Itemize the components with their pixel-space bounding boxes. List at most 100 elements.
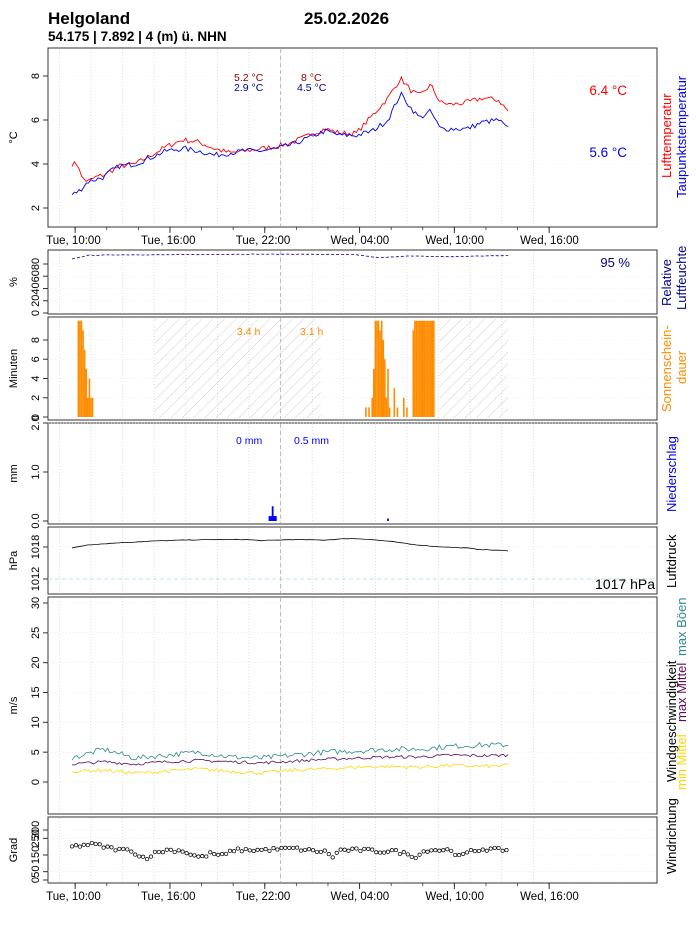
x-tick-label: Wed, 16:00 xyxy=(520,891,579,903)
sunshine-bar xyxy=(379,330,381,417)
wind-direction-point xyxy=(370,847,375,852)
night-hatch xyxy=(439,319,509,418)
sunshine-bar xyxy=(77,320,80,417)
humidity-y-axis-label: % xyxy=(8,277,20,287)
sunshine-bar xyxy=(365,407,367,417)
y-tick-label: 0.0 xyxy=(30,513,42,528)
sunshine-day2-annotation: 3.1 h xyxy=(300,326,324,338)
wind-direction-point xyxy=(488,846,493,851)
wind-direction-point xyxy=(69,844,75,849)
wind-direction-point xyxy=(220,852,225,857)
wind-direction-point xyxy=(121,846,126,851)
wind-direction-point xyxy=(267,848,272,853)
wind-direction-point xyxy=(85,843,90,848)
precipitation-bar xyxy=(274,516,277,521)
right-labels: Lufttemperatur Taupunktstemperatur Relat… xyxy=(659,75,689,874)
sunshine-bar xyxy=(374,320,377,417)
sunshine-bar xyxy=(384,359,386,417)
wind-direction-point xyxy=(176,848,181,853)
wind-direction-point xyxy=(239,849,244,854)
precip-label: Niederschlag xyxy=(664,436,679,512)
wind-direction-point xyxy=(145,857,150,862)
wind-direction-point xyxy=(259,847,264,852)
wind-direction-point xyxy=(453,852,458,858)
sunshine-bar xyxy=(412,330,415,417)
y-tick-label: 4 xyxy=(30,375,42,381)
wind-direction-point xyxy=(492,845,497,850)
wind-direction-point xyxy=(81,842,86,847)
wind-label: Windgeschwindigkeit xyxy=(664,660,679,782)
sunshine-bar xyxy=(377,320,380,417)
sunshine-bar xyxy=(388,407,391,417)
wind-direction-point xyxy=(152,849,157,854)
y-tick-label: 6 xyxy=(30,356,42,362)
wind-label-mean: max Mittel xyxy=(674,663,689,722)
wind-direction-point xyxy=(346,848,351,853)
sunshine-bar xyxy=(87,397,89,417)
y-tick-label: 150 xyxy=(30,846,42,864)
wind-direction-point xyxy=(354,846,359,851)
wind-direction-point xyxy=(133,852,138,857)
wind-direction-point xyxy=(184,851,189,856)
direction-panel-frame xyxy=(47,816,658,884)
wind-direction-point xyxy=(326,852,331,857)
sunshine-panel-frame xyxy=(47,316,658,421)
wind-direction-point xyxy=(445,847,450,852)
wind-direction-point xyxy=(148,854,154,859)
y-tick-label: 2.0 xyxy=(30,415,42,430)
precipitation-bar xyxy=(270,516,272,521)
wind-direction-point xyxy=(251,848,256,854)
x-tick-label: Tue, 10:00 xyxy=(46,891,101,903)
wind-direction-point xyxy=(73,843,79,848)
temperature-panel-frame xyxy=(47,47,658,228)
wind-panel-frame xyxy=(47,596,658,815)
wind-direction-point xyxy=(188,852,193,857)
wind-direction-point xyxy=(204,854,209,859)
sunshine-bar xyxy=(429,320,432,417)
wind-direction-point xyxy=(464,850,470,855)
wind-direction-point xyxy=(437,848,442,853)
y-tick-label: 50 xyxy=(30,866,42,878)
sunshine-bar xyxy=(380,320,383,417)
location-subtitle: 54.175 | 7.892 | 4 (m) ü. NHN xyxy=(48,29,227,44)
wind-direction-point xyxy=(141,854,146,859)
sunshine-bar xyxy=(406,407,408,417)
wind-direction-point xyxy=(468,848,474,853)
pressure-last-value: 1017 hPa xyxy=(595,576,655,592)
wind-direction-point xyxy=(200,854,205,859)
wind-direction-point xyxy=(137,854,142,859)
sunshine-bar xyxy=(423,320,426,417)
wind-direction-point xyxy=(405,852,410,857)
wind-direction-point xyxy=(314,849,319,854)
direction-y-axis-label: Grad xyxy=(8,838,20,862)
wind-direction-point xyxy=(385,849,391,854)
y-tick-label: 2 xyxy=(30,205,42,211)
x-tick-label: Tue, 16:00 xyxy=(141,235,196,247)
wind-direction-point xyxy=(125,847,130,852)
dewpoint-min-annotation: 2.9 °C xyxy=(234,82,264,94)
temp-max-annotation: 5.2 °C xyxy=(234,72,264,84)
sunshine-bar xyxy=(415,320,418,417)
sunshine-bar xyxy=(372,368,375,417)
date-title: 25.02.2026 xyxy=(304,9,389,28)
y-tick-label: 20 xyxy=(30,295,42,307)
wind-direction-point xyxy=(291,845,296,851)
wind-direction-point xyxy=(393,848,398,853)
dewpoint-last-value: 5.6 °C xyxy=(589,145,627,160)
y-tick-label: 8 xyxy=(30,337,42,343)
wind-direction-point xyxy=(338,847,343,852)
station-title: Helgoland xyxy=(48,9,130,28)
wind-direction-point xyxy=(164,847,169,852)
wind-direction-point xyxy=(212,852,217,857)
sunshine-bar xyxy=(88,378,91,417)
wind-direction-point xyxy=(89,840,94,846)
humidity-last-value: 95 % xyxy=(600,255,630,270)
wind-direction-point xyxy=(334,850,339,855)
wind-direction-point xyxy=(263,847,268,852)
sunshine-bar xyxy=(376,320,378,417)
x-tick-label: Tue, 10:00 xyxy=(46,235,101,247)
y-tick-label: 1.0 xyxy=(30,464,42,479)
y-tick-label: 0 xyxy=(30,414,42,420)
wind-direction-point xyxy=(409,854,414,859)
wind-label-gust: max Böen xyxy=(674,597,689,656)
